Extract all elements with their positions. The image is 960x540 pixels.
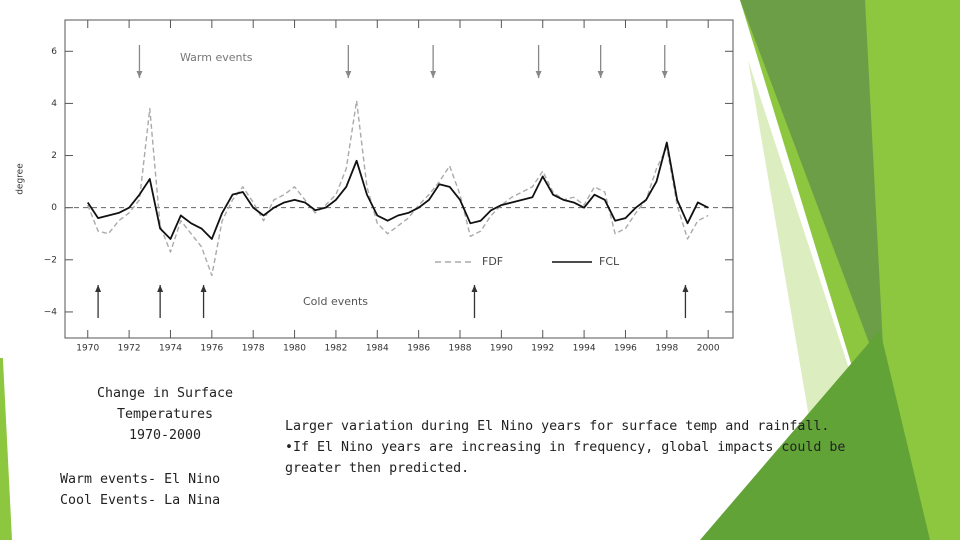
x-tick-label: 1996 [614,344,637,354]
y-axis-label: degree [16,163,26,195]
arrow-head [430,71,437,78]
caption-line: Temperatures [116,407,214,422]
decor [740,0,885,385]
body-paragraph: •If El Nino years are increasing in freq… [285,440,846,476]
x-tick-label: 1988 [449,344,472,354]
y-tick-label: 4 [51,99,57,109]
x-tick-label: 2000 [697,344,720,354]
arrow-head [136,71,143,78]
x-tick-label: 1990 [490,344,513,354]
x-tick-label: 1992 [531,344,554,354]
legend-text: Warm events- El Nino Cool Events- La Nin… [60,469,280,511]
x-tick-label: 1982 [324,344,347,354]
x-tick-label: 1974 [159,344,182,354]
legend-line: Cool Events- La Nina [60,493,221,508]
legend-label: FDF [482,255,503,268]
x-tick-label: 1972 [118,344,141,354]
chart-background [0,0,738,358]
y-tick-label: 2 [51,151,57,161]
caption-line: Change in Surface [96,386,234,401]
x-tick-label: 1970 [76,344,99,354]
y-tick-label: −2 [44,255,57,265]
caption: Change in Surface Temperatures 1970-2000 [60,383,270,446]
arrow-head [200,285,207,292]
decor [700,330,930,540]
arrow-head [682,285,689,292]
x-tick-label: 1986 [407,344,430,354]
x-tick-label: 1980 [283,344,306,354]
x-tick-label: 1994 [573,344,596,354]
y-tick-label: −4 [44,307,58,317]
arrow-head [345,71,352,78]
annotation: Cold events [303,295,368,308]
x-tick-label: 1984 [366,344,389,354]
arrow-head [597,71,604,78]
legend-line: Warm events- El Nino [60,472,221,487]
caption-line: 1970-2000 [128,428,202,443]
arrow-head [157,285,164,292]
annotation: Warm events [180,51,253,64]
series-line [86,141,709,240]
x-tick-label: 1978 [242,344,265,354]
series-line [87,100,709,277]
decor [0,300,12,540]
body-paragraph: Larger variation during El Nino years fo… [285,419,830,434]
arrow-head [661,71,668,78]
arrow-head [471,285,478,292]
x-tick-label: 1998 [655,344,678,354]
y-tick-label: 6 [51,47,57,57]
x-tick-label: 1976 [200,344,223,354]
arrow-head [535,71,542,78]
y-tick-label: 0 [51,203,57,213]
plot-frame [64,19,734,339]
arrow-head [95,285,102,292]
body-text: Larger variation during El Nino years fo… [285,416,850,479]
legend-label: FCL [599,255,620,268]
